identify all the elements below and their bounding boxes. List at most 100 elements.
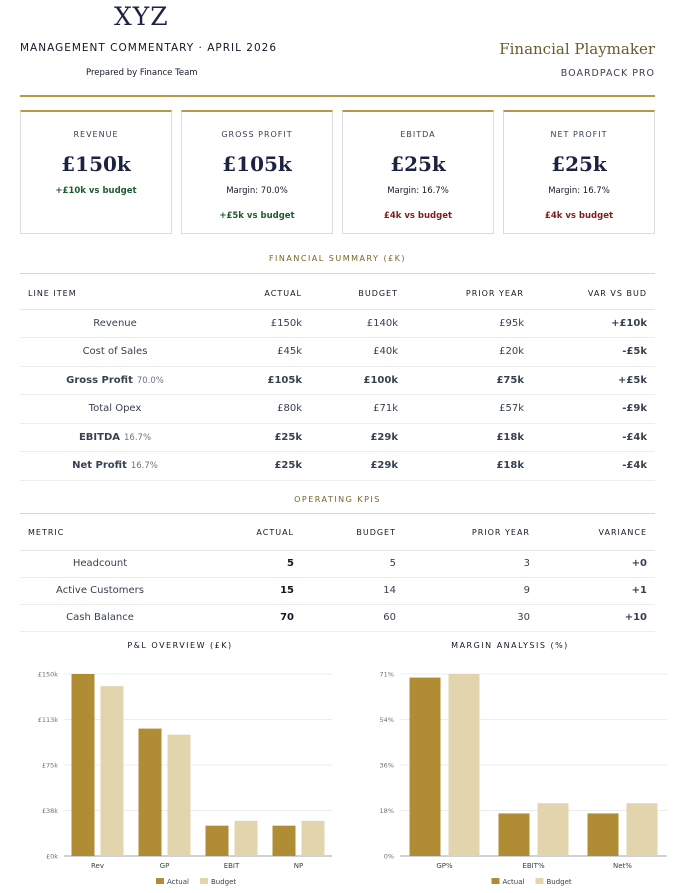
x-tick-label: GP% xyxy=(436,862,453,870)
line-item: Gross Profit 70.0% xyxy=(20,366,210,395)
line-item: Revenue xyxy=(20,309,210,338)
line-item: EBITDA 16.7% xyxy=(20,423,210,452)
bar-actual xyxy=(138,728,162,856)
column-header: METRIC xyxy=(20,516,180,551)
kpi-card-value: £25k xyxy=(551,152,607,176)
line-item-label: Cost of Sales xyxy=(82,346,148,358)
actual-cell: £80k xyxy=(210,394,310,424)
bar-actual xyxy=(71,674,95,856)
y-tick-label: 0% xyxy=(384,853,394,861)
kpi-card-variance: £4k vs budget xyxy=(544,211,614,221)
column-header: VARIANCE xyxy=(538,516,655,551)
bar-actual xyxy=(587,813,619,856)
y-tick-label: £0k xyxy=(46,853,58,861)
variance-cell: +10 xyxy=(538,604,655,632)
bar-budget xyxy=(234,820,258,856)
line-item-label: Revenue xyxy=(93,317,137,329)
line-item-label: Net Profit xyxy=(72,460,127,472)
table-row: Cost of Sales £45k £40k £20k -£5k xyxy=(20,337,655,367)
kpi-card-value: £105k xyxy=(222,152,292,176)
kpi-card-revenue: REVENUE £150k +£10k vs budget xyxy=(20,110,172,234)
variance-cell: +0 xyxy=(538,550,655,578)
variance-cell: -£9k xyxy=(532,394,655,424)
section-divider xyxy=(20,513,655,514)
y-tick-label: 54% xyxy=(380,716,394,724)
prior-year-cell: £18k xyxy=(406,451,532,481)
bar-budget xyxy=(100,686,124,856)
financial-summary-table: LINE ITEM ACTUAL BUDGET PRIOR YEAR VAR V… xyxy=(20,279,655,481)
table-row: EBITDA 16.7% £25k £29k £18k -£4k xyxy=(20,423,655,452)
report-title: MANAGEMENT COMMENTARY · APRIL 2026 xyxy=(20,42,278,54)
table-row: Net Profit 16.7% £25k £29k £18k -£4k xyxy=(20,451,655,481)
variance-cell: -£4k xyxy=(532,451,655,481)
line-item: Total Opex xyxy=(20,394,210,424)
table-row: Total Opex £80k £71k £57k -£9k xyxy=(20,394,655,424)
pl-overview-chart: £0k £38k £75k £113k £150k Rev GP EBIT NP Actual Bu… xyxy=(38,671,332,886)
kpi-card-variance: +£5k vs budget xyxy=(219,211,295,221)
table-header-row: METRIC ACTUAL BUDGET PRIOR YEAR VARIANCE xyxy=(20,516,655,551)
kpi-card-margin: Margin: 16.7% xyxy=(548,186,610,196)
column-header: LINE ITEM xyxy=(20,279,210,310)
kpi-card-label: REVENUE xyxy=(73,130,119,139)
y-tick-label: £113k xyxy=(38,716,59,724)
section-divider xyxy=(20,273,655,274)
bar-budget xyxy=(537,803,569,856)
budget-cell: £140k xyxy=(310,309,406,338)
x-tick-label: Net% xyxy=(613,862,632,870)
variance-cell: +£5k xyxy=(532,366,655,395)
table-row: Headcount 5 5 3 +0 xyxy=(20,550,655,578)
margin-percent: 16.7% xyxy=(130,461,158,472)
y-tick-label: £38k xyxy=(42,807,58,815)
margin-percent: 16.7% xyxy=(124,432,152,443)
budget-cell: 14 xyxy=(302,577,404,605)
x-tick-label: GP xyxy=(160,862,170,870)
legend-swatch xyxy=(491,878,500,884)
legend-swatch xyxy=(156,878,164,884)
margin-percent: 70.0% xyxy=(136,375,164,386)
prior-year-cell: 3 xyxy=(404,550,538,578)
actual-cell: £105k xyxy=(210,366,310,395)
variance-cell: +1 xyxy=(538,577,655,605)
margin-analysis-chart: 0% 18% 36% 54% 71% GP% EBIT% Net% Actual Budget xyxy=(380,671,667,886)
column-header: VAR VS BUD xyxy=(532,279,655,310)
x-tick-label: EBIT xyxy=(224,862,240,870)
column-header: BUDGET xyxy=(302,516,404,551)
variance-cell: +£10k xyxy=(532,309,655,338)
budget-cell: 5 xyxy=(302,550,404,578)
column-header: PRIOR YEAR xyxy=(406,279,532,310)
header-divider xyxy=(20,95,655,97)
bar-budget xyxy=(167,734,191,856)
budget-cell: £40k xyxy=(310,337,406,367)
kpi-card-gross-profit: GROSS PROFIT £105k Margin: 70.0% +£5k vs… xyxy=(181,110,333,234)
metric-label: Cash Balance xyxy=(20,604,180,632)
margin-analysis-title: MARGIN ANALYSIS (%) xyxy=(451,641,569,650)
actual-cell: £150k xyxy=(210,309,310,338)
brand-name: Financial Playmaker xyxy=(499,40,655,58)
column-header: ACTUAL xyxy=(180,516,302,551)
legend-swatch xyxy=(200,878,208,884)
y-tick-label: 71% xyxy=(380,671,394,679)
kpi-card-label: EBITDA xyxy=(400,130,436,139)
kpi-card-variance: +£10k vs budget xyxy=(55,186,137,196)
bar-budget xyxy=(626,803,658,856)
column-header: BUDGET xyxy=(310,279,406,310)
operating-kpis-title: OPERATING KPIS xyxy=(294,495,381,504)
legend-label: Budget xyxy=(211,878,236,886)
line-item: Net Profit 16.7% xyxy=(20,451,210,481)
actual-cell: 70 xyxy=(180,604,302,632)
actual-cell: £45k xyxy=(210,337,310,367)
line-item-label: EBITDA xyxy=(78,431,121,443)
y-tick-label: 18% xyxy=(380,807,394,815)
x-tick-label: Rev xyxy=(91,862,104,870)
column-header: ACTUAL xyxy=(210,279,310,310)
legend-label: Actual xyxy=(167,878,189,886)
kpi-card-variance: £4k vs budget xyxy=(383,211,453,221)
table-row: Cash Balance 70 60 30 +10 xyxy=(20,604,655,632)
kpi-card-ebitda: EBITDA £25k Margin: 16.7% £4k vs budget xyxy=(342,110,494,234)
prepared-by: Prepared by Finance Team xyxy=(86,68,198,78)
column-header: PRIOR YEAR xyxy=(404,516,538,551)
table-row: Gross Profit 70.0% £105k £100k £75k +£5k xyxy=(20,366,655,395)
prior-year-cell: £57k xyxy=(406,394,532,424)
bar-actual xyxy=(409,677,441,856)
variance-cell: -£5k xyxy=(532,337,655,367)
